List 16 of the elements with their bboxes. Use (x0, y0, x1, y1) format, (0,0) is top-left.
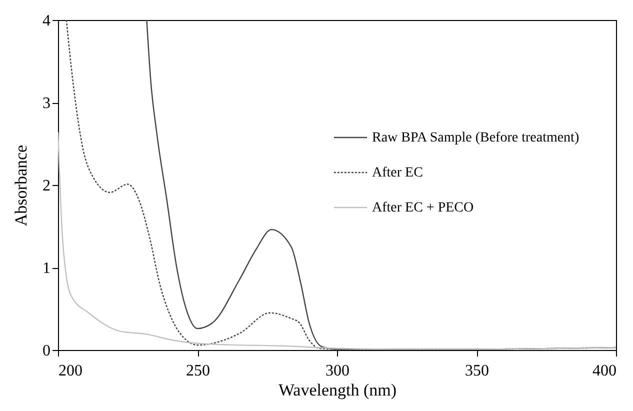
y-tick-label: 0 (42, 342, 50, 360)
x-tick-label: 400 (592, 362, 616, 380)
y-tick-label: 1 (42, 260, 50, 277)
legend-label: After EC (372, 166, 423, 180)
legend-label: Raw BPA Sample (Before treatment) (372, 130, 580, 146)
y-tick-label: 2 (42, 178, 50, 194)
legend-label: After EC + PECO (372, 200, 474, 216)
x-tick-label: 250 (186, 362, 210, 380)
line-series (58, 132, 616, 350)
y-axis-title: Absorbance (12, 144, 30, 226)
x-tick-label: 300 (326, 362, 350, 380)
x-axis-title: Wavelength (nm) (278, 380, 397, 400)
x-tick-label: 200 (58, 362, 82, 380)
y-tick-label: 3 (42, 95, 50, 112)
y-tick-label: 4 (42, 12, 50, 30)
x-tick-label: 350 (465, 362, 489, 380)
